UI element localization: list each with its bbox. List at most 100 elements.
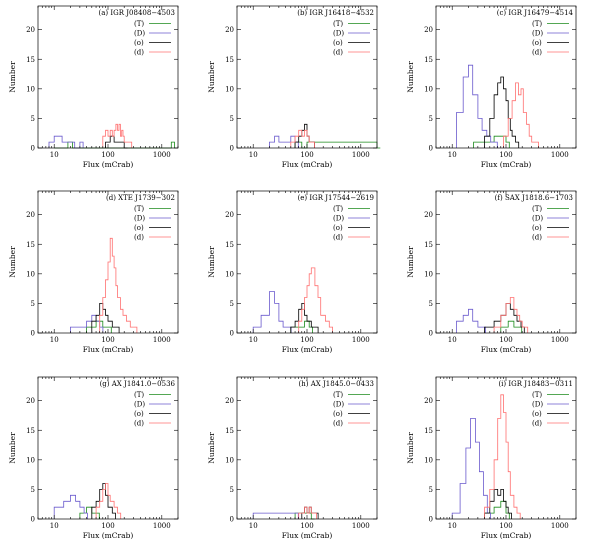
- panel-title: (f) SAX J1818.6−1703: [495, 194, 573, 202]
- y-axis-label: Number: [8, 61, 17, 93]
- legend-label: (T): [134, 391, 144, 399]
- series-T-histogram: [473, 135, 510, 148]
- x-tick-label: 1000: [352, 151, 370, 159]
- y-axis-label: Number: [207, 61, 216, 93]
- plot-frame: [37, 5, 179, 149]
- x-tick-label: 100: [101, 151, 114, 159]
- legend-label: (D): [532, 30, 543, 38]
- y-tick-label: 10: [26, 85, 35, 93]
- legend-label: (T): [532, 20, 542, 28]
- x-axis-label: Flux (mCrab): [282, 160, 333, 169]
- x-tick-label: 100: [101, 522, 114, 530]
- legend-label: (o): [532, 410, 542, 418]
- y-tick-label: 5: [31, 300, 35, 308]
- y-tick-label: 20: [424, 397, 433, 405]
- y-axis-label: Number: [406, 432, 415, 464]
- series-d-histogram: [102, 123, 133, 148]
- legend-label: (T): [532, 205, 542, 213]
- y-tick-label: 5: [31, 115, 35, 123]
- y-tick-label: 10: [424, 270, 433, 278]
- y-tick-label: 15: [225, 241, 234, 249]
- y-tick-label: 15: [225, 56, 234, 64]
- x-tick-label: 100: [300, 336, 313, 344]
- x-axis-label: Flux (mCrab): [83, 345, 134, 354]
- panel-title: (a) IGR J08408−4503: [99, 9, 175, 17]
- legend-label: (D): [134, 401, 145, 409]
- panel-h: 0 5 10 15 20 10 100 1000 Flux (mCrab) Number (h) A…: [207, 376, 378, 540]
- series-D-histogram: [456, 308, 486, 333]
- y-axis-label: Number: [406, 61, 415, 93]
- y-tick-label: 5: [230, 300, 234, 308]
- panel-e: 0 5 10 15 20 10 100 1000 Flux (mCrab) Number (e) I…: [207, 190, 378, 354]
- x-tick-label: 10: [448, 522, 457, 530]
- series-o-histogram: [484, 303, 525, 333]
- y-tick-label: 20: [424, 26, 433, 34]
- y-axis-label: Number: [406, 246, 415, 278]
- legend-label: (T): [532, 391, 542, 399]
- panel-title: (b) IGR J16418−4532: [297, 9, 374, 17]
- series-T-histogram: [294, 141, 381, 149]
- y-tick-label: 20: [424, 211, 433, 219]
- x-axis-label: Flux (mCrab): [481, 345, 532, 354]
- y-tick-label: 15: [424, 241, 433, 249]
- legend-label: (o): [333, 224, 343, 232]
- legend-label: (D): [532, 215, 543, 223]
- x-tick-label: 1000: [551, 522, 569, 530]
- y-tick-label: 15: [26, 241, 35, 249]
- series-d-histogram: [298, 267, 333, 333]
- panel-title: (i) IGR J18483−0311: [498, 380, 573, 388]
- panel-title: (c) IGR J16479−4514: [497, 9, 574, 17]
- series-o-histogram: [91, 303, 120, 333]
- y-tick-label: 20: [225, 397, 234, 405]
- y-tick-label: 0: [31, 145, 35, 153]
- series-d-histogram: [95, 483, 122, 519]
- legend-label: (d): [532, 234, 542, 242]
- legend-label: (T): [333, 205, 343, 213]
- x-tick-label: 100: [300, 151, 313, 159]
- x-tick-label: 100: [499, 151, 512, 159]
- legend-label: (T): [333, 20, 343, 28]
- series-D-histogram: [53, 494, 88, 519]
- y-tick-label: 10: [225, 270, 234, 278]
- legend-label: (D): [333, 215, 344, 223]
- legend-label: (T): [333, 391, 343, 399]
- y-tick-label: 5: [429, 486, 433, 494]
- panel-a: 0 5 10 15 20 10 100 1000 Flux (mCrab) Number (a) I…: [8, 5, 179, 169]
- legend-label: (d): [134, 234, 144, 242]
- y-axis-label: Number: [8, 432, 17, 464]
- legend-label: (o): [333, 410, 343, 418]
- series-D-histogram: [252, 512, 299, 519]
- y-tick-label: 5: [31, 486, 35, 494]
- y-axis-label: Number: [8, 246, 17, 278]
- panel-c: 0 5 10 15 20 10 100 1000 Flux (mCrab) Number (c) I…: [406, 5, 577, 169]
- x-tick-label: 10: [50, 522, 59, 530]
- panel-title: (h) AX J1845.0−0433: [299, 380, 374, 388]
- legend-label: (T): [134, 20, 144, 28]
- y-axis-label: Number: [207, 246, 216, 278]
- panel-b: 0 5 10 15 20 10 100 1000 Flux (mCrab) Number (b) I…: [207, 5, 381, 169]
- panel-i: 0 5 10 15 20 10 100 1000 Flux (mCrab) Number (i) I…: [406, 376, 577, 540]
- legend-label: (D): [532, 401, 543, 409]
- panel-f: 0 5 10 15 20 10 100 1000 Flux (mCrab) Number (f) S…: [406, 190, 577, 354]
- x-tick-label: 1000: [153, 151, 171, 159]
- x-tick-label: 1000: [551, 151, 569, 159]
- y-tick-label: 0: [31, 330, 35, 338]
- legend-label: (o): [134, 39, 144, 47]
- legend-label: (d): [333, 420, 343, 428]
- x-tick-label: 10: [50, 151, 59, 159]
- x-axis-label: Flux (mCrab): [481, 531, 532, 540]
- legend-label: (D): [134, 215, 145, 223]
- x-axis-label: Flux (mCrab): [481, 160, 532, 169]
- series-D-histogram: [456, 64, 498, 148]
- x-tick-label: 100: [499, 522, 512, 530]
- x-tick-label: 1000: [153, 336, 171, 344]
- y-tick-label: 20: [225, 26, 234, 34]
- plot-frame: [435, 376, 577, 520]
- x-tick-label: 1000: [352, 522, 370, 530]
- legend-label: (D): [134, 30, 145, 38]
- plot-frame: [236, 376, 378, 520]
- x-tick-label: 10: [448, 151, 457, 159]
- y-tick-label: 15: [26, 427, 35, 435]
- series-o-histogram: [105, 135, 128, 149]
